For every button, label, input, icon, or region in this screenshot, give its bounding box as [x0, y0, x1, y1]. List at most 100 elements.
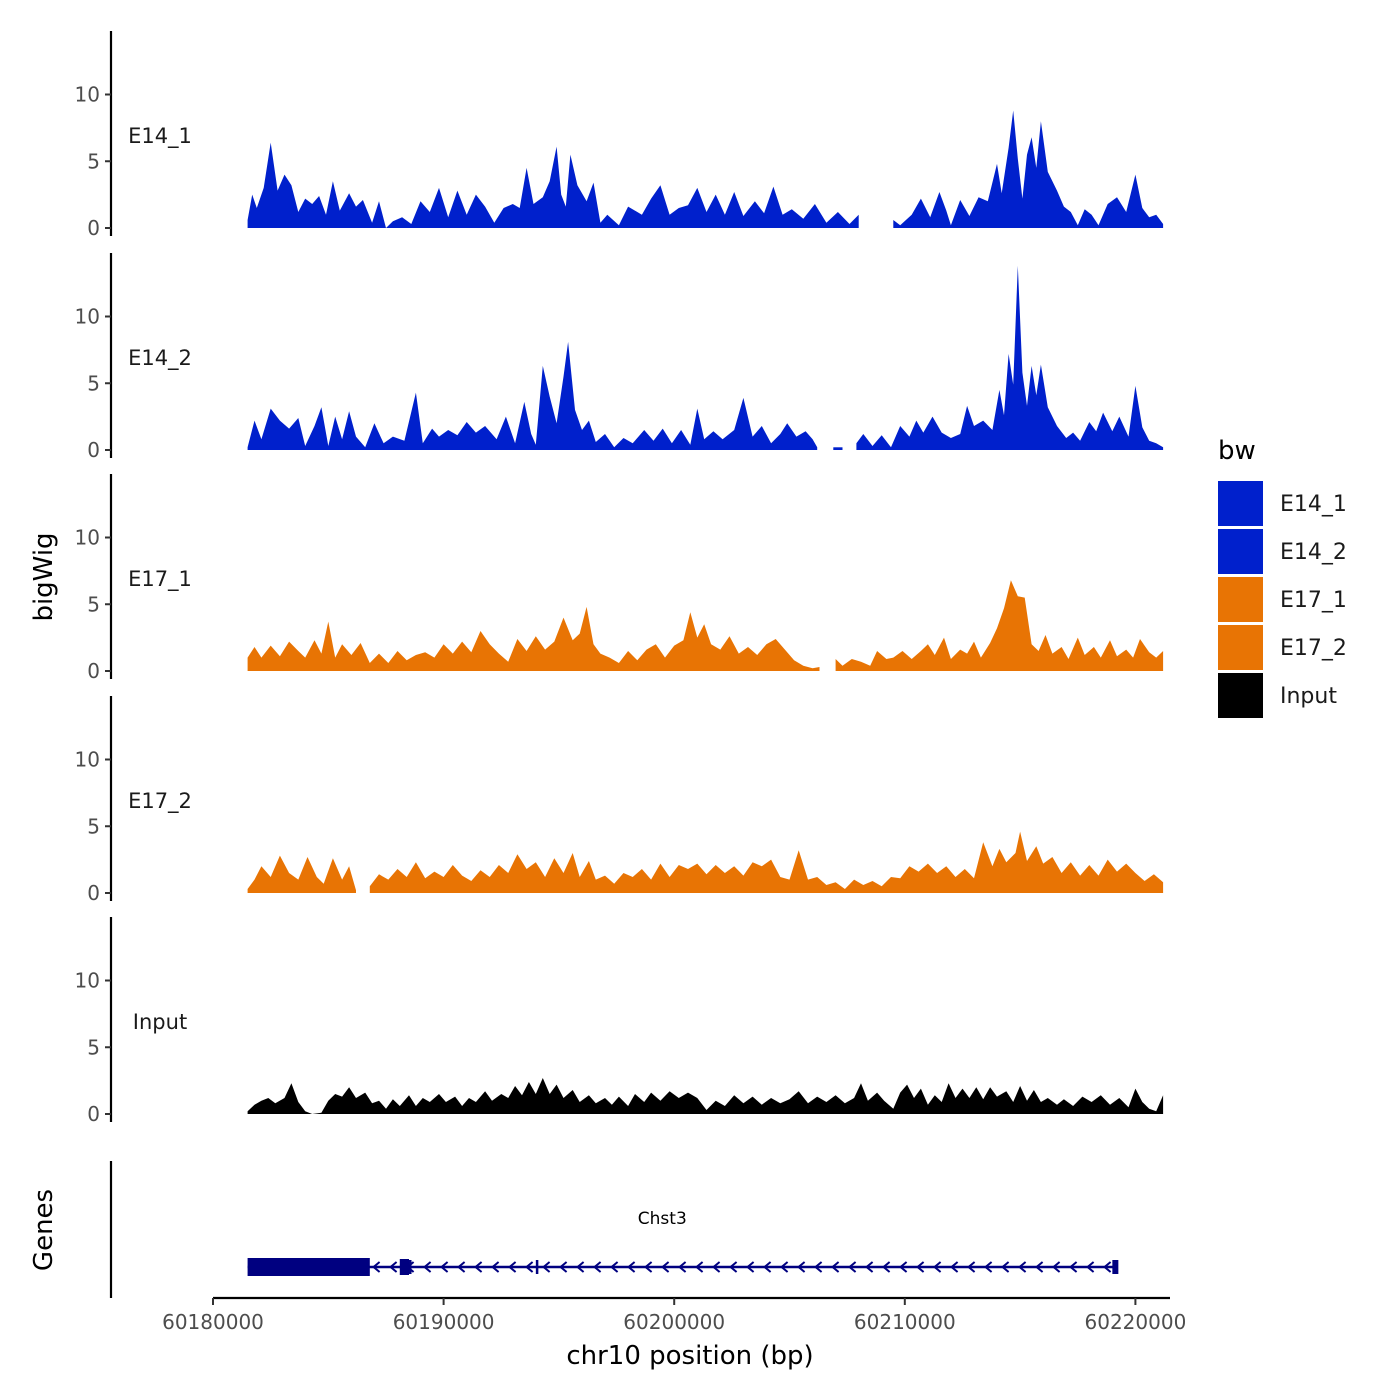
strand-arrow: [559, 1261, 568, 1273]
coverage-area: [369, 831, 1164, 893]
strand-arrow: [1086, 1261, 1095, 1273]
strand-arrow: [950, 1261, 959, 1273]
y-tick-label: 10: [75, 969, 100, 993]
track-input: 0 5 10 Input: [75, 917, 1164, 1126]
x-axis-title: chr10 position (bp): [566, 1341, 813, 1371]
strand-arrow: [576, 1261, 585, 1273]
strand-arrow: [831, 1261, 840, 1273]
coverage-area: [856, 265, 1164, 450]
legend-swatch: [1218, 625, 1263, 670]
strand-arrow: [372, 1261, 381, 1273]
legend-label: E17_1: [1280, 588, 1347, 613]
strand-arrow: [1018, 1261, 1027, 1273]
gene-exon: [535, 1260, 539, 1274]
legend-label: Input: [1280, 684, 1337, 709]
legend-swatch: [1218, 481, 1263, 526]
legend-label: E17_2: [1280, 636, 1347, 661]
y-tick-label: 0: [87, 881, 100, 905]
strand-arrow: [848, 1261, 857, 1273]
strand-arrow: [899, 1261, 908, 1273]
y-tick-label: 5: [87, 1035, 100, 1059]
strand-arrow: [763, 1261, 772, 1273]
tracks-layer: 0 5 10 E14_1 0 5 10 E14_2 0 5 10 E17_1 0 5 10 E17_2 0 5 10…: [75, 31, 1164, 1126]
strand-arrow: [882, 1261, 891, 1273]
legend: bw E14_1 E14_2 E17_1 E17_2 Input: [1218, 436, 1347, 718]
track-e17-1: 0 5 10 E17_1: [75, 474, 1164, 683]
coverage-area: [893, 110, 1164, 228]
y-tick-label: 5: [87, 592, 100, 616]
legend-label: E14_1: [1280, 492, 1347, 517]
strand-arrow: [984, 1261, 993, 1273]
strand-arrow: [865, 1261, 874, 1273]
strand-arrow: [508, 1261, 517, 1273]
x-tick-label: 60220000: [1085, 1310, 1187, 1334]
y-axis-title: bigWig: [29, 532, 59, 621]
legend-swatch: [1218, 673, 1263, 718]
track-e14-1: 0 5 10 E14_1: [75, 31, 1164, 240]
y-tick-label: 10: [75, 748, 100, 772]
gene-exon: [247, 1258, 370, 1276]
genes-axis-title: Genes: [29, 1189, 59, 1271]
strand-arrow: [491, 1261, 500, 1273]
y-tick-label: 5: [87, 371, 100, 395]
y-tick-label: 0: [87, 659, 100, 683]
strand-arrow: [610, 1261, 619, 1273]
y-tick-label: 10: [75, 83, 100, 107]
strand-arrow: [916, 1261, 925, 1273]
track-label: Input: [133, 1010, 187, 1034]
track-label: E14_1: [128, 124, 192, 149]
strand-arrow: [797, 1261, 806, 1273]
strand-arrow: [933, 1261, 942, 1273]
y-tick-label: 0: [87, 438, 100, 462]
strand-arrow: [389, 1261, 398, 1273]
strand-arrow: [661, 1261, 670, 1273]
legend-swatch: [1218, 577, 1263, 622]
gene-exon: [1112, 1260, 1119, 1274]
gene-track: Chst3: [109, 1161, 1119, 1298]
strand-arrow: [1001, 1261, 1010, 1273]
x-tick-label: 60180000: [162, 1310, 264, 1334]
strand-arrow: [457, 1261, 466, 1273]
coverage-area: [835, 580, 1164, 671]
track-label: E17_2: [128, 789, 192, 814]
strand-arrow: [1052, 1261, 1061, 1273]
strand-arrow: [780, 1261, 789, 1273]
strand-arrow: [644, 1261, 653, 1273]
gene-exon: [399, 1259, 410, 1275]
track-e17-2: 0 5 10 E17_2: [75, 696, 1164, 905]
legend-title: bw: [1218, 436, 1256, 466]
y-tick-label: 5: [87, 149, 100, 173]
coverage-area: [833, 447, 843, 450]
gene-chst3: Chst3: [247, 1209, 1119, 1276]
strand-arrow: [729, 1261, 738, 1273]
track-e14-2: 0 5 10 E14_2: [75, 253, 1164, 462]
strand-arrow: [474, 1261, 483, 1273]
strand-arrow: [678, 1261, 687, 1273]
coverage-area: [247, 142, 859, 228]
x-tick-label: 60190000: [393, 1310, 495, 1334]
legend-swatch: [1218, 529, 1263, 574]
x-axis: 60180000 60190000 60200000 60210000 60220000: [162, 1296, 1187, 1334]
coverage-area: [247, 606, 820, 671]
strand-arrow: [542, 1261, 551, 1273]
strand-arrow: [525, 1261, 534, 1273]
strand-arrow: [440, 1261, 449, 1273]
legend-label: E14_2: [1280, 540, 1347, 565]
track-label: E14_2: [128, 346, 192, 371]
y-tick-label: 0: [87, 216, 100, 240]
strand-arrow: [746, 1261, 755, 1273]
strand-arrow: [627, 1261, 636, 1273]
y-tick-label: 10: [75, 305, 100, 329]
strand-arrow: [593, 1261, 602, 1273]
y-tick-label: 10: [75, 526, 100, 550]
strand-arrow: [423, 1261, 432, 1273]
x-tick-label: 60200000: [623, 1310, 725, 1334]
gene-exon: [409, 1260, 412, 1274]
coverage-area: [247, 1078, 1164, 1114]
strand-arrow: [695, 1261, 704, 1273]
gene-name-label: Chst3: [638, 1209, 687, 1229]
strand-arrow: [1103, 1261, 1112, 1273]
coverage-area: [247, 855, 356, 893]
